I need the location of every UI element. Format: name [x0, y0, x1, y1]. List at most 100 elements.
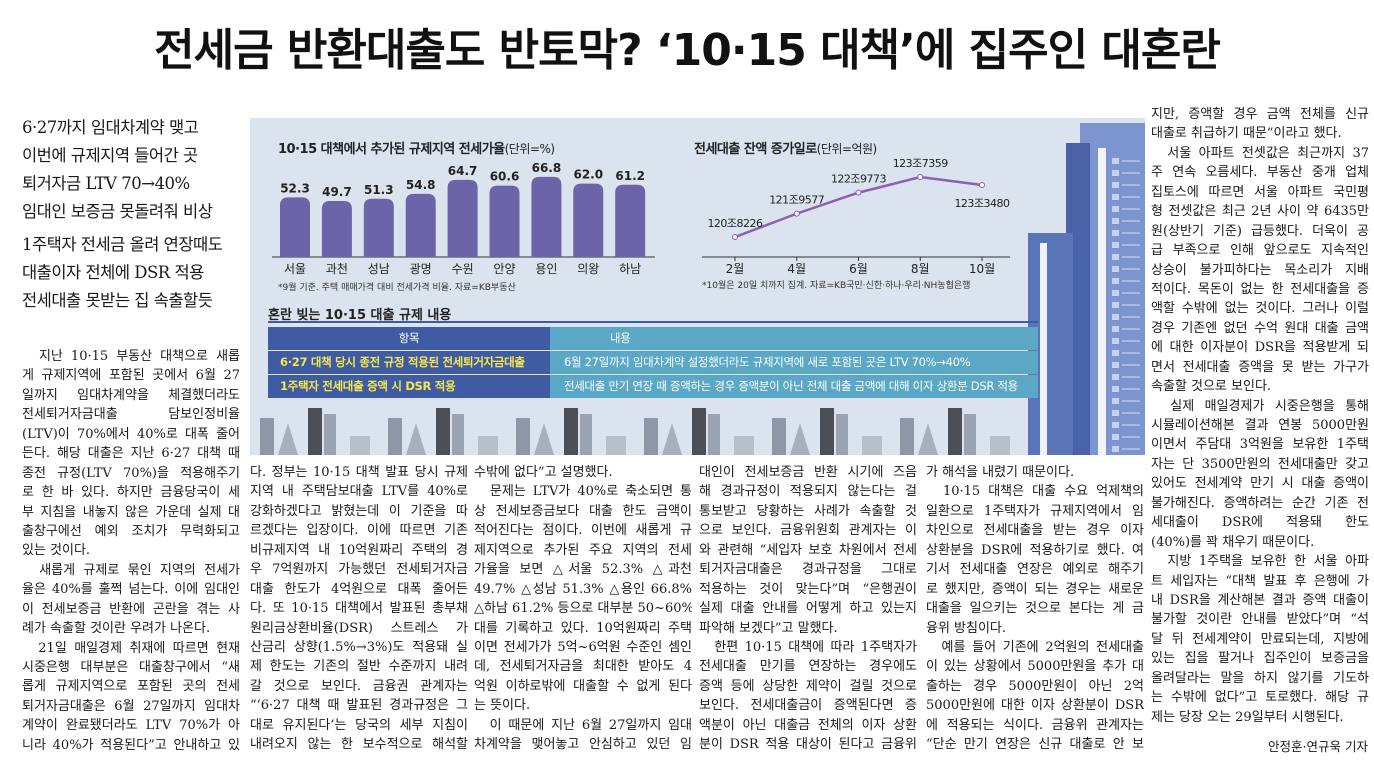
article-line: 집토스에 따르면 서울 아파트 국민평 — [1151, 184, 1369, 200]
tower-window — [1112, 254, 1119, 260]
article-line: 49.7% △성남 51.3% △용인 66.8% — [474, 581, 692, 597]
article-line: 상환분을 DSR에 적용하기로 했다. 여 — [926, 542, 1144, 558]
bar-수원 — [447, 179, 478, 257]
line-value-label: 123조7359 — [893, 157, 949, 170]
line-point — [979, 181, 985, 188]
skyline-building — [820, 408, 834, 455]
article-line: 가 해석을 내렸기 때문이다. — [926, 465, 1075, 480]
article-line: 증액 등에 상당한 제약이 걸릴 것으로 — [699, 678, 917, 694]
article-line: 는 수밖에 없다”고 토로했다. 해당 규 — [1151, 690, 1369, 706]
article-line: 융위 방침이다. — [926, 620, 1007, 636]
skyline-roof — [278, 423, 298, 455]
article-line: 이면서 주담대 3억원을 보유한 1주택 — [1151, 437, 1369, 453]
table-row-2-content: 전세대출 만기 연장 때 증액하는 경우 증액분이 아닌 전체 대출 금액에 대… — [550, 375, 1038, 398]
bar-value-label: 54.8 — [406, 178, 436, 192]
skyline-roof — [918, 423, 938, 455]
article-line: 내려오지 않는 한 보수적으로 해석할 — [250, 737, 468, 753]
skyline-roof — [534, 423, 554, 455]
article-line: 대를 기록하고 있다. 10억원짜리 주택 — [474, 620, 692, 636]
article-line: 지방 1주택을 보유한 한 서울 아파 — [1151, 554, 1369, 570]
article-line: 자는 단 3500만원의 전세대출만 갖고 — [1151, 456, 1369, 472]
article-line: 실제 대출 안내를 어떻게 하고 있는지 — [699, 601, 917, 617]
article-line: 한편 10·15 대책에 따라 1주택자가 — [699, 639, 917, 655]
article-line: 차계약을 맺어놓고 안심하고 있던 임 — [474, 737, 692, 753]
bar-안양 — [489, 185, 520, 257]
article-line: 전세퇴거자금대출 담보인정비율 — [22, 407, 240, 423]
article-line: 시뮬레이션해본 결과 연봉 5000만원 — [1151, 418, 1369, 433]
article-line: 로 했지만, 증액이 되는 경우는 새로운 — [926, 581, 1144, 597]
bar-value-label: 64.7 — [448, 164, 478, 178]
skyline-building — [948, 408, 962, 455]
tower-window — [1112, 206, 1119, 212]
article-line: 불가해진다. 증액하려는 순간 기존 전 — [1151, 495, 1369, 511]
skyline-building — [564, 408, 578, 455]
article-line: 일까지 임대차계약을 체결했더라도 — [22, 387, 240, 403]
bar-chart-note: *9월 기준. 주택 매매가격 대비 전세가격 비율. 자료=KB부동산 — [278, 281, 516, 293]
line-series — [734, 175, 983, 239]
article-line: 속출할 것으로 보인다. — [1151, 379, 1272, 395]
article-line: 억원 이하로밖에 대출할 수 없게 된다 — [474, 678, 692, 694]
article-line: 대출을 일으키는 것으로 본다는 게 금 — [926, 601, 1144, 617]
tower-window — [1112, 434, 1119, 440]
article-line: 있는 것이다. — [22, 543, 91, 559]
tower-window — [1112, 362, 1119, 368]
bar-과천 — [321, 201, 352, 257]
article-line: 이 때문에 지난 6월 27일까지 임대 — [474, 717, 692, 733]
article-line: 새롭게 규제로 묶인 지역의 전세가 — [22, 562, 240, 578]
article-line: 퇴거자금대출은 경과규정을 그대로 — [699, 562, 917, 578]
bar-chart-title-text: 10·15 대책에서 추가된 규제지역 전세가율 — [278, 142, 505, 157]
skyline-roof — [406, 423, 426, 455]
skyline-building — [388, 418, 402, 455]
article-line: 롭게 규제지역으로 포함된 곳의 전세 — [22, 679, 240, 695]
article-line: 있어도 전세계약 만기 시 대출 증액이 — [1151, 476, 1369, 492]
article-line: 원리금상환비율(DSR) 스트레스 가 — [250, 620, 468, 636]
table-row-2-item: 1주택자 전세대출 증액 시 DSR 적용 — [268, 375, 550, 398]
tower-window — [1112, 398, 1119, 404]
tower-window — [1112, 386, 1119, 392]
article-line: 계약이 완료됐더라도 LTV 70%가 아 — [22, 718, 240, 734]
article-line: 으로 보인다. 금융위원회 관계자는 이 — [699, 523, 917, 539]
article-line: 주 연속 오름세다. 부동산 중개 업체 — [1151, 165, 1369, 181]
article-column-4: 대인이 전세보증금 반환 시기에 즈음 해 경과규정이 적용되지 않는다는 걸 통보… — [699, 463, 917, 755]
article-line: 불가할 것이란 안내를 받았다”며 “석 — [1151, 612, 1369, 628]
tower-window — [1112, 302, 1119, 308]
bar-category-label: 서울 — [284, 262, 306, 276]
bar-value-label: 66.8 — [532, 161, 562, 175]
article-line: 부 지침을 내놓지 않은 가운데 실제 대 — [22, 504, 240, 520]
tower-window — [1112, 242, 1119, 248]
article-column-6: 지만, 증액할 경우 금액 전체를 신규 대출로 취급하기 때문”이라고 했다. … — [1151, 105, 1369, 727]
article-line: 지난 10·15 부동산 대책으로 새롭 — [22, 349, 240, 364]
subhead-line: 6·27까지 임대차계약 맺고 — [22, 118, 199, 137]
tower-window — [1112, 374, 1119, 380]
article-line: 액할 수밖에 없는 것이다. 그러나 이럴 — [1151, 301, 1369, 317]
article-line: △하남 61.2% 등으로 대부분 50~60% — [474, 601, 692, 617]
tower-window — [1112, 338, 1119, 344]
line-point — [732, 234, 738, 240]
tower-window — [1112, 170, 1119, 176]
article-line: 형 전셋값은 최근 2년 사이 약 6435만 — [1151, 204, 1369, 220]
table-row-1-content: 6월 27일까지 임대차계약 설정했더라도 규제지역에 새로 포함된 곳은 LT… — [550, 351, 1038, 374]
article-line: 우 7억원까지 가능했던 전세퇴거자금 — [250, 562, 468, 578]
bar-value-label: 49.7 — [322, 185, 352, 199]
infographic-illustration — [260, 123, 1145, 455]
article-line: 10·15 대책은 대출 수요 억제책의 — [926, 484, 1144, 500]
article-line: 분이 DSR 적용 대상이 된다고 금융위 — [699, 737, 917, 753]
table-row-1-item: 6·27 대책 당시 종전 규정 적용된 전세퇴거자금대출 — [268, 351, 550, 374]
article-line: 데, 전세퇴거자금을 최대한 받아도 4 — [474, 659, 692, 675]
article-line: 대출로 취급하기 때문”이라고 했다. — [1151, 126, 1342, 142]
article-line: 대인이 전세보증금 반환 시기에 즈음 — [699, 465, 917, 480]
skyline-building — [260, 418, 274, 455]
article-line: 제 한도는 기존의 절반 수준까지 내려 — [250, 659, 468, 675]
bar-category-label: 안양 — [493, 262, 515, 276]
article-line: 로 한 바 있다. 하지만 금융당국이 세 — [22, 485, 240, 501]
article-line: 파악해 보겠다”고 말했다. — [699, 620, 838, 636]
article-column-5: 가 해석을 내렸기 때문이다. 10·15 대책은 대출 수요 억제책의 일환으로… — [926, 463, 1144, 755]
article-column-1: 지난 10·15 부동산 대책으로 새롭 게 규제지역에 포함된 곳에서 6월 2… — [22, 347, 240, 755]
article-line: 경우 기존엔 없던 수억 원대 대출 금액 — [1151, 320, 1369, 336]
article-line: 21일 매일경제 취재에 따르면 현재 — [22, 640, 240, 656]
skyline-building — [772, 418, 786, 455]
article-line: 보인다. 전세대출금이 증액된다면 증 — [699, 698, 917, 714]
article-line: 르겠다는 입장이다. 이에 따르면 기존 — [250, 523, 468, 539]
skyline-building — [436, 408, 450, 455]
